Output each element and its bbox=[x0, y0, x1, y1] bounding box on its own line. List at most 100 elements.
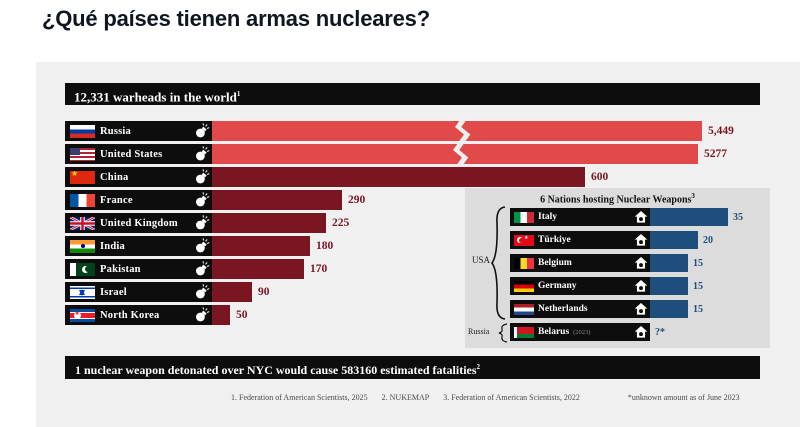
inset-title-text: 6 Nations hosting Nuclear Weapons bbox=[540, 194, 692, 206]
country-note: (2023) bbox=[573, 328, 591, 336]
country-name: United Kingdom bbox=[100, 217, 178, 229]
value-label: 170 bbox=[310, 263, 328, 275]
inset-row-belgium: Belgium 15 bbox=[510, 254, 703, 272]
bomb-icon bbox=[196, 169, 210, 184]
usa-group-label: USA bbox=[472, 255, 491, 265]
chart-area: 12,331 warheads in the world1 Russia 5,4… bbox=[36, 62, 800, 427]
bomb-icon bbox=[196, 284, 210, 299]
warhead-bar bbox=[212, 305, 230, 325]
value-label: 225 bbox=[332, 217, 350, 229]
country-label-box: ★ Türkiye bbox=[510, 231, 650, 249]
flag-germany bbox=[514, 280, 534, 292]
home-bomb-icon bbox=[634, 234, 648, 246]
chart-row-pakistan: Pakistan 170 bbox=[65, 259, 327, 279]
russia-group-label: Russia bbox=[468, 327, 490, 336]
home-bomb-icon bbox=[634, 303, 648, 315]
country-name: France bbox=[100, 194, 133, 206]
country-name: Russia bbox=[100, 125, 131, 137]
chart-row-india: India 180 bbox=[65, 236, 333, 256]
chart-row-israel: Israel 90 bbox=[65, 282, 270, 302]
country-label-box: Germany bbox=[510, 277, 650, 295]
flag-united-kingdom bbox=[70, 216, 95, 230]
value-label: 5,449 bbox=[708, 125, 734, 137]
source-3: 3. Federation of American Scientists, 20… bbox=[443, 393, 580, 402]
country-label-box: ★ North Korea bbox=[65, 305, 212, 325]
flag-italy bbox=[514, 211, 534, 223]
hosted-bar bbox=[650, 277, 688, 295]
usa-group-brace bbox=[491, 206, 506, 320]
country-name: Türkiye bbox=[538, 235, 571, 245]
hosted-bar bbox=[650, 300, 688, 318]
source-asterisk-note: *unknown amount as of June 2023 bbox=[627, 393, 740, 402]
value-label: 35 bbox=[733, 211, 743, 223]
flag-russia bbox=[70, 124, 95, 138]
inset-row-italy: Italy 35 bbox=[510, 208, 743, 226]
home-bomb-icon bbox=[634, 326, 648, 338]
axis-break-icon bbox=[455, 120, 471, 142]
country-name: Pakistan bbox=[100, 263, 141, 275]
value-label: 290 bbox=[348, 194, 366, 206]
footnote-ref-3: 3 bbox=[691, 192, 695, 200]
value-label: 180 bbox=[316, 240, 334, 252]
home-bomb-icon bbox=[634, 257, 648, 269]
country-label-box: Belarus (2023) bbox=[510, 323, 650, 341]
country-name: Netherlands bbox=[538, 304, 588, 314]
flag-north-korea: ★ bbox=[70, 308, 95, 322]
country-name: United States bbox=[100, 148, 163, 160]
bomb-icon bbox=[196, 215, 210, 230]
chart-row-united-kingdom: United Kingdom 225 bbox=[65, 213, 349, 233]
value-label: 90 bbox=[258, 286, 270, 298]
warhead-bar bbox=[212, 213, 326, 233]
country-name: India bbox=[100, 240, 125, 252]
warhead-bar bbox=[212, 236, 310, 256]
country-label-box: United States bbox=[65, 144, 212, 164]
warhead-bar bbox=[212, 143, 698, 165]
country-label-box: Russia bbox=[65, 121, 212, 141]
flag-belarus bbox=[514, 326, 534, 338]
country-label-box: Belgium bbox=[510, 254, 650, 272]
flag-china: ★ bbox=[70, 170, 95, 184]
bomb-icon bbox=[196, 192, 210, 207]
warhead-bar bbox=[212, 259, 304, 279]
value-label: 15 bbox=[693, 257, 703, 269]
chart-row-france: France 290 bbox=[65, 190, 365, 210]
bomb-icon bbox=[196, 238, 210, 253]
country-name: Belarus bbox=[538, 327, 570, 337]
chart-row-russia: Russia 5,449 bbox=[65, 120, 734, 142]
inset-title: 6 Nations hosting Nuclear Weapons3 bbox=[465, 192, 770, 205]
chart-row-china: ★ China 600 bbox=[65, 167, 608, 187]
warhead-bar bbox=[212, 167, 585, 187]
country-label-box: India bbox=[65, 236, 212, 256]
bomb-icon bbox=[196, 307, 210, 322]
chart-row-north-korea: ★ North Korea 50 bbox=[65, 305, 248, 325]
country-label-box: France bbox=[65, 190, 212, 210]
warhead-bar bbox=[212, 120, 702, 142]
warhead-bar bbox=[212, 282, 252, 302]
fatalities-banner: 1 nuclear weapon detonated over NYC woul… bbox=[65, 356, 760, 379]
country-label-box: Italy bbox=[510, 208, 650, 226]
country-name: Belgium bbox=[538, 258, 572, 268]
value-label: 50 bbox=[236, 309, 248, 321]
main-chart-header: 12,331 warheads in the world1 bbox=[65, 83, 760, 105]
inset-row-belarus: Belarus (2023) ?* bbox=[510, 323, 665, 341]
flag-netherlands bbox=[514, 303, 534, 315]
country-name: China bbox=[100, 171, 129, 183]
inset-row-netherlands: Netherlands 15 bbox=[510, 300, 703, 318]
flag-turkiye: ★ bbox=[514, 234, 534, 246]
warhead-bar bbox=[212, 190, 342, 210]
flag-pakistan bbox=[70, 262, 95, 276]
bomb-icon bbox=[196, 261, 210, 276]
source-1: 1. Federation of American Scientists, 20… bbox=[231, 393, 368, 402]
footnote-ref-2: 2 bbox=[476, 363, 481, 371]
value-label: 5277 bbox=[704, 148, 727, 160]
country-label-box: Pakistan bbox=[65, 259, 212, 279]
sources: 1. Federation of American Scientists, 20… bbox=[231, 393, 754, 402]
hosted-bar bbox=[650, 254, 688, 272]
value-label: 600 bbox=[591, 171, 609, 183]
country-label-box: United Kingdom bbox=[65, 213, 212, 233]
flag-india bbox=[70, 239, 95, 253]
country-name: Italy bbox=[538, 212, 557, 222]
value-label: 15 bbox=[693, 303, 703, 315]
source-2: 2. NUKEMAP bbox=[381, 393, 430, 402]
flag-israel bbox=[70, 285, 95, 299]
